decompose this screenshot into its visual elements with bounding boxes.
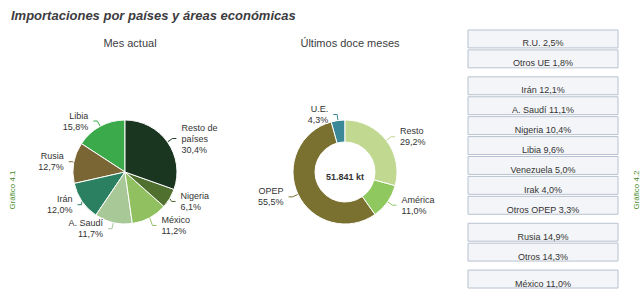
svg-text:15,8%: 15,8% [63,122,89,132]
svg-text:A. Saudí 11,1%: A. Saudí 11,1% [512,105,574,115]
svg-text:11,2%: 11,2% [161,226,186,236]
svg-text:Resto de: Resto de [181,123,217,133]
svg-text:Nigeria: Nigeria [181,191,210,201]
svg-text:Irak 4,0%: Irak 4,0% [524,185,562,195]
svg-text:4,3%: 4,3% [308,115,329,125]
svg-text:Otros UE 1,8%: Otros UE 1,8% [513,58,573,68]
svg-text:Irán 12,1%: Irán 12,1% [521,85,565,95]
svg-text:Mes actual: Mes actual [103,37,156,49]
svg-text:Gráfico 4.2: Gráfico 4.2 [632,170,640,210]
svg-text:Rusia: Rusia [41,151,64,161]
svg-text:Importaciones por países y áre: Importaciones por países y áreas económi… [11,8,296,23]
svg-text:51.841 kt: 51.841 kt [326,172,364,182]
svg-text:A. Saudí: A. Saudí [68,218,103,228]
svg-text:OPEP: OPEP [259,186,284,196]
svg-text:6,1%: 6,1% [181,202,202,212]
svg-text:11,0%: 11,0% [402,206,427,216]
svg-text:Libia: Libia [69,111,88,121]
svg-text:Rusia 14,9%: Rusia 14,9% [517,232,568,242]
svg-text:Otros 14,3%: Otros 14,3% [518,252,568,262]
svg-text:México: México [161,215,190,225]
svg-text:U.E.: U.E. [311,104,329,114]
svg-text:Otros OPEP 3,3%: Otros OPEP 3,3% [507,205,579,215]
svg-text:América: América [402,195,435,205]
svg-text:Irán: Irán [57,194,73,204]
svg-text:55,5%: 55,5% [258,197,284,207]
svg-text:México 11,0%: México 11,0% [515,279,571,289]
svg-text:12,7%: 12,7% [38,162,64,172]
svg-text:Gráfico 4.1: Gráfico 4.1 [8,170,17,210]
svg-text:Nigeria 10,4%: Nigeria 10,4% [515,125,572,135]
svg-text:12,0%: 12,0% [47,205,73,215]
svg-text:Últimos doce meses: Últimos doce meses [300,37,400,49]
svg-text:29,2%: 29,2% [400,137,426,147]
svg-text:Libia 9,6%: Libia 9,6% [522,145,564,155]
svg-text:Venezuela 5,0%: Venezuela 5,0% [510,165,575,175]
svg-text:11,7%: 11,7% [78,229,103,239]
svg-text:R.U. 2,5%: R.U. 2,5% [522,38,563,48]
svg-text:países: países [181,134,208,144]
svg-text:30,4%: 30,4% [181,145,207,155]
svg-text:Resto: Resto [400,126,424,136]
